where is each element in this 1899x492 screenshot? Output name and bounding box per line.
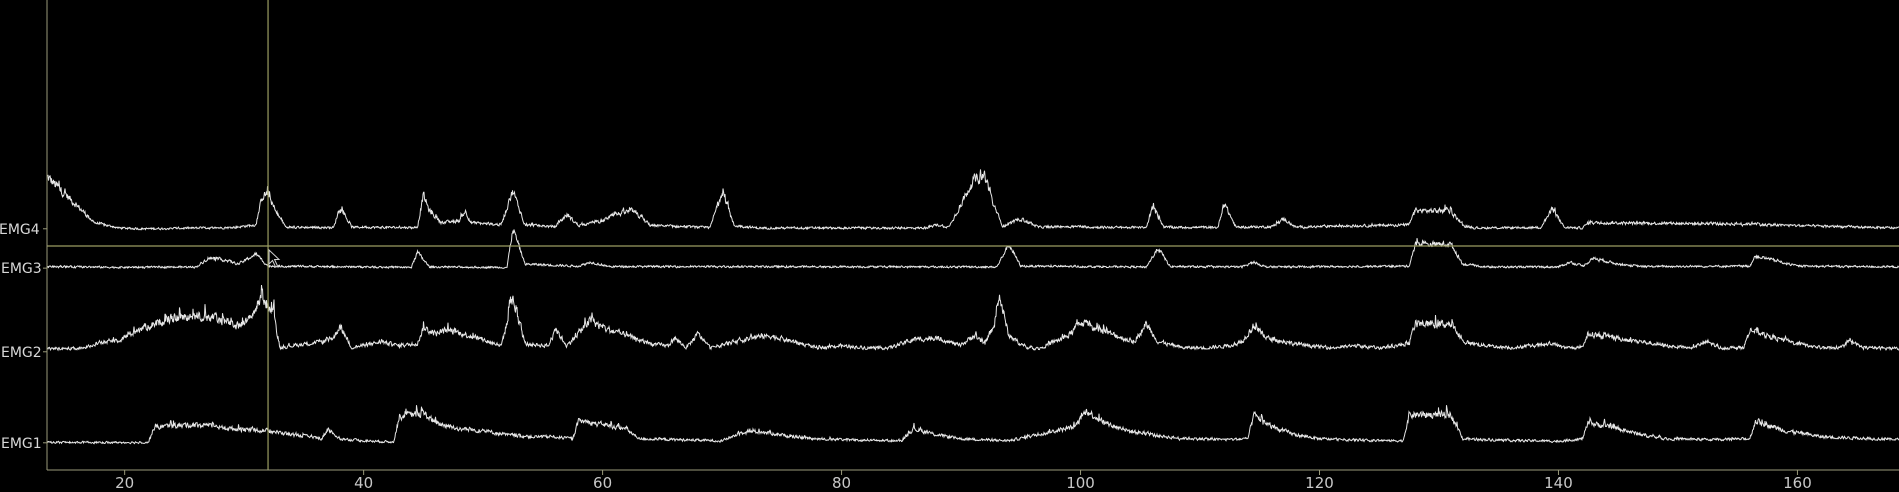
channel-label-emg4: EMG4 <box>0 222 40 238</box>
x-tick-label-140: 140 <box>1544 474 1573 492</box>
x-tick-label-40: 40 <box>354 474 373 492</box>
x-tick-label-60: 60 <box>593 474 612 492</box>
x-tick-label-120: 120 <box>1305 474 1334 492</box>
trace-emg1 <box>46 405 1899 445</box>
channel-labels: EMG4 EMG3 EMG2 EMG1 <box>0 222 47 452</box>
channel-label-emg1: EMG1 <box>1 436 42 452</box>
channel-label-emg2: EMG2 <box>1 345 42 361</box>
trace-emg3 <box>46 229 1899 270</box>
trace-emg4 <box>46 169 1899 231</box>
x-tick-label-80: 80 <box>832 474 851 492</box>
x-tick-label-160: 160 <box>1783 474 1812 492</box>
x-axis-ticks: 20 40 60 80 100 120 140 160 <box>115 470 1812 492</box>
mouse-pointer-icon <box>268 248 281 268</box>
x-tick-label-20: 20 <box>115 474 134 492</box>
channel-label-emg3: EMG3 <box>1 261 42 277</box>
trace-emg2 <box>46 284 1899 352</box>
signal-traces <box>46 169 1899 445</box>
x-tick-label-100: 100 <box>1066 474 1095 492</box>
